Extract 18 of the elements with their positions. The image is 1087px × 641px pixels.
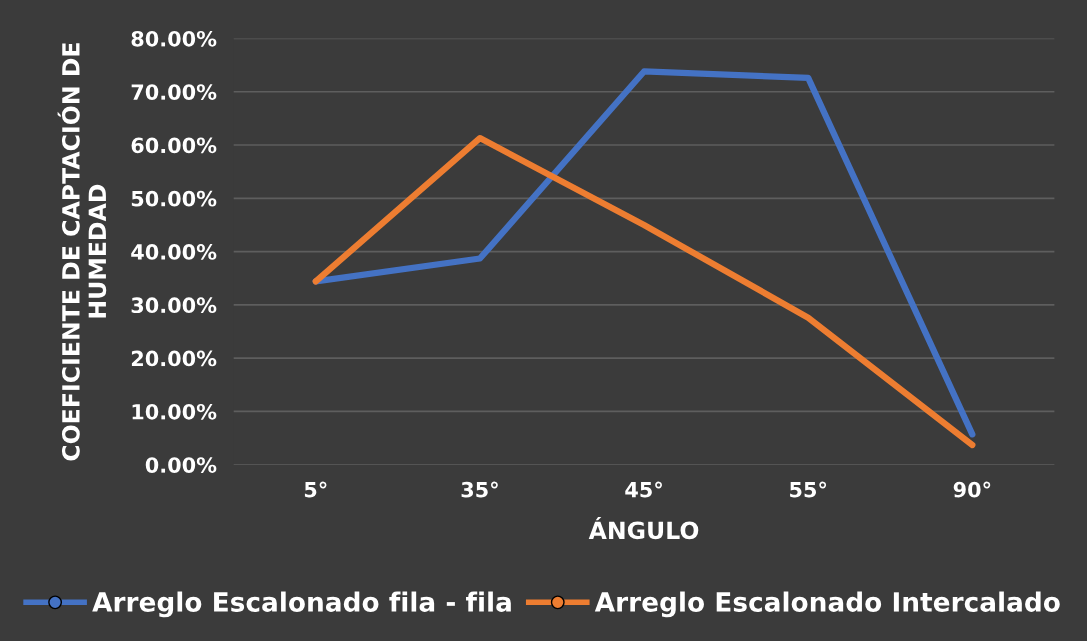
y-tick-label: 40.00%: [131, 244, 217, 260]
y-tick-label: 50.00%: [131, 190, 217, 207]
x-tick-label: 55°: [790, 481, 827, 498]
y-tick-label: 60.00%: [131, 137, 217, 154]
y-tick-label: 30.00%: [131, 297, 217, 314]
legend-label: Arreglo Escalonado Intercalado: [594, 591, 1060, 618]
y-tick-label: 0.00%: [145, 457, 217, 473]
y-tick-label: 20.00%: [131, 350, 217, 367]
x-tick-label: 35°: [461, 481, 498, 498]
x-axis-title: ÁNGULO: [588, 517, 699, 540]
y-tick-label: 10.00%: [132, 403, 217, 420]
y-tick-label: 80.00%: [131, 30, 217, 47]
x-tick-label: 45°: [625, 481, 662, 498]
y-axis-title: COEFICIENTE DE CAPTACIÓN DE HUMEDAD: [57, 43, 107, 461]
x-tick-label: 90°: [953, 481, 991, 498]
y-tick-label: 70.00%: [131, 84, 217, 100]
x-tick-label: 5°: [304, 481, 327, 498]
legend-label: Arreglo Escalonado fila - fila: [92, 591, 511, 618]
